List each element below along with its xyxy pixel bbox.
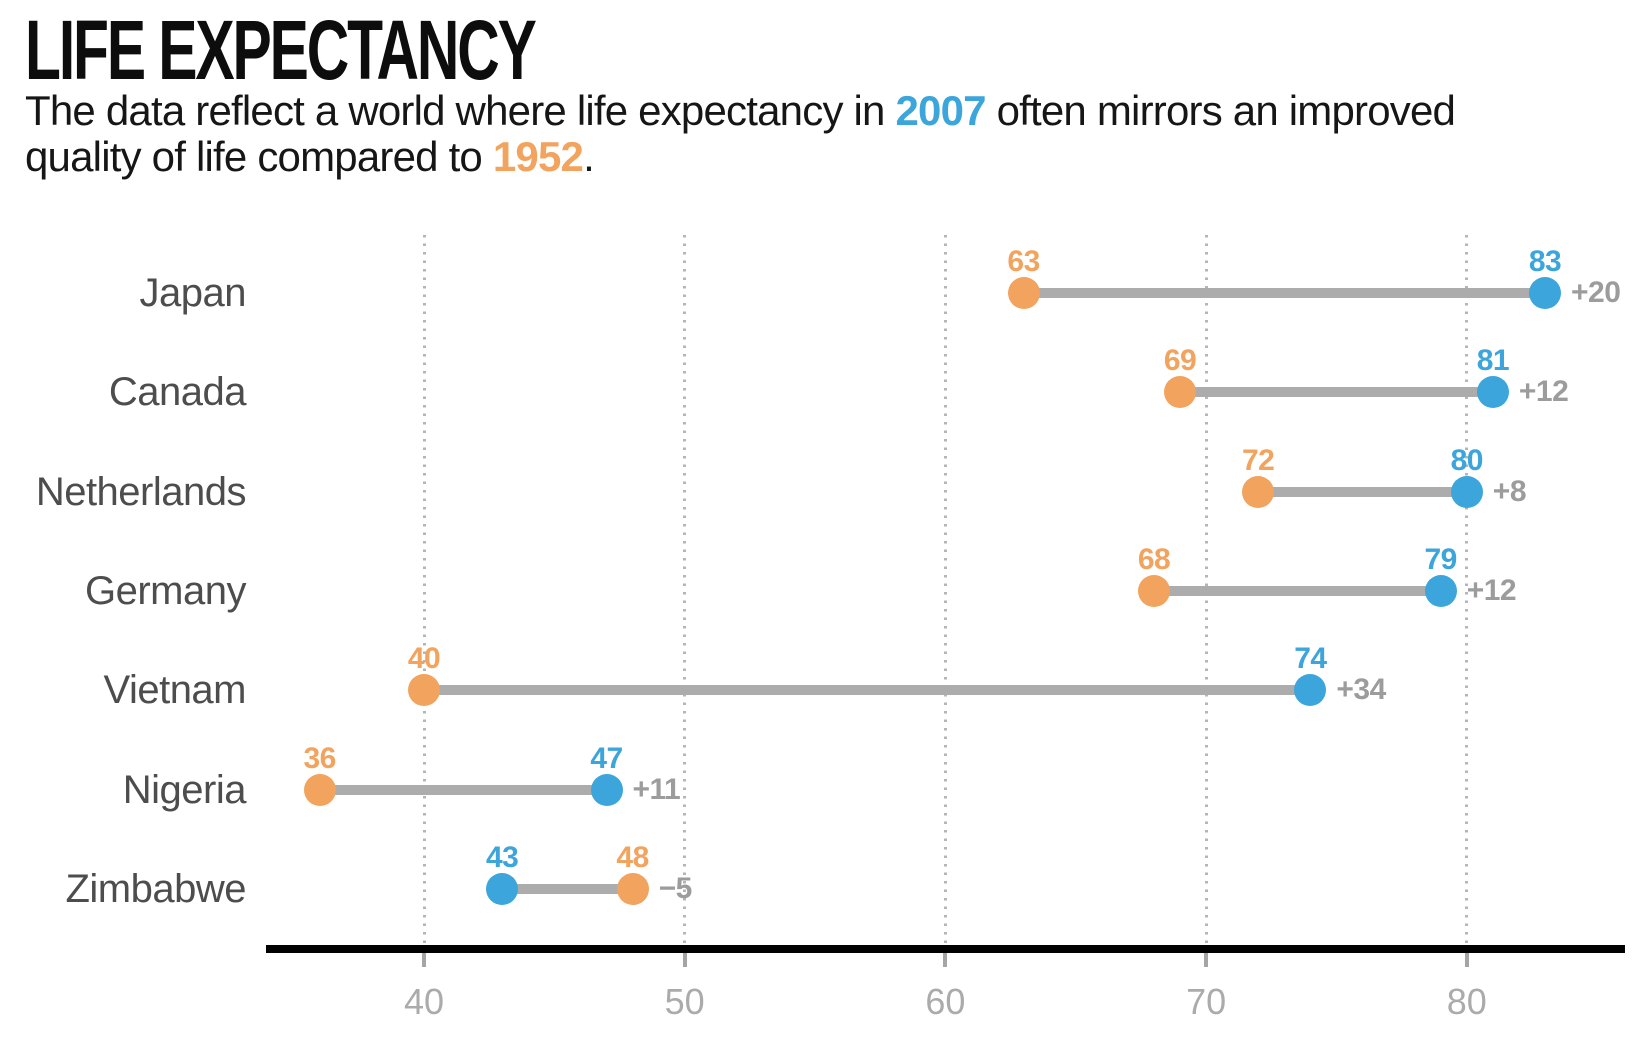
x-axis-line: [266, 945, 1625, 953]
subtitle-line-2: quality of life compared to 1952.: [25, 134, 1455, 180]
dot-1952: [1007, 277, 1040, 309]
value-label-1952: 40: [407, 642, 441, 676]
country-label: Germany: [85, 568, 247, 613]
connector-line: [1023, 288, 1545, 298]
delta-label: −5: [658, 871, 693, 905]
delta-label: +12: [1518, 375, 1569, 409]
dot-2007: [590, 773, 623, 806]
chart-subtitle: The data reflect a world where life expe…: [25, 87, 1456, 180]
connector-line: [1154, 585, 1441, 596]
x-axis-tick-label: 80: [1446, 981, 1487, 1022]
year-2007-highlight: 2007: [895, 87, 986, 134]
x-gridline: [422, 235, 426, 945]
x-gridline: [683, 235, 687, 945]
delta-label: +11: [632, 772, 681, 806]
value-label-2007: 43: [486, 840, 519, 874]
connector-line: [319, 784, 607, 795]
dot-1952: [408, 674, 440, 707]
subtitle-line-1: The data reflect a world where life expe…: [25, 87, 1456, 134]
connector-line: [1180, 387, 1493, 398]
connector-line: [1258, 486, 1467, 497]
value-label-2007: 74: [1294, 642, 1327, 676]
x-axis-tick-mark: [1204, 953, 1209, 967]
subtitle-text: .: [583, 133, 595, 180]
dot-1952: [1242, 475, 1275, 508]
value-label-1952: 72: [1242, 443, 1275, 477]
dot-2007: [1424, 574, 1457, 607]
subtitle-text: often mirrors an improved: [985, 87, 1456, 134]
dot-1952: [616, 872, 649, 905]
x-gridline: [943, 235, 947, 945]
delta-label: +20: [1571, 276, 1621, 309]
country-label: Zimbabwe: [65, 866, 246, 911]
value-label-2007: 83: [1528, 245, 1562, 278]
dot-1952: [1164, 376, 1196, 409]
dot-1952: [303, 773, 336, 806]
dot-2007: [1294, 674, 1327, 707]
value-label-1952: 68: [1137, 542, 1171, 576]
value-label-2007: 81: [1476, 344, 1510, 378]
country-label: Vietnam: [103, 668, 246, 713]
x-axis-tick-label: 60: [925, 981, 966, 1022]
country-label: Canada: [108, 370, 247, 415]
dot-2007: [1476, 376, 1509, 409]
value-label-1952: 63: [1007, 245, 1040, 278]
x-axis-tick-mark: [422, 953, 426, 967]
year-1952-highlight: 1952: [492, 133, 584, 180]
subtitle-text: quality of life compared to: [25, 133, 493, 180]
delta-label: +8: [1492, 474, 1527, 508]
country-label: Nigeria: [122, 767, 247, 812]
value-label-1952: 69: [1163, 344, 1197, 378]
x-axis-tick-label: 50: [664, 981, 705, 1022]
connector-line: [502, 883, 633, 894]
x-axis-tick-mark: [1464, 953, 1469, 967]
x-axis-tick-mark: [943, 953, 948, 967]
dot-2007: [486, 872, 519, 905]
dot-2007: [1450, 475, 1483, 508]
country-label: Japan: [139, 271, 247, 315]
page-title: LIFE EXPECTANCY: [25, 3, 537, 97]
value-label-2007: 80: [1450, 443, 1484, 477]
x-axis-tick-label: 40: [403, 981, 445, 1022]
delta-label: +12: [1466, 573, 1517, 607]
connector-line: [424, 685, 1311, 696]
country-label: Netherlands: [35, 469, 247, 514]
delta-label: +34: [1336, 673, 1386, 707]
x-gridline: [1465, 235, 1469, 945]
dot-2007: [1529, 277, 1561, 309]
dot-1952: [1138, 574, 1170, 607]
x-axis-tick-label: 70: [1186, 981, 1227, 1022]
value-label-1952: 36: [303, 741, 337, 775]
x-axis-tick-mark: [682, 953, 687, 967]
value-label-2007: 79: [1424, 542, 1458, 576]
subtitle-text: The data reflect a world where life expe…: [25, 87, 896, 134]
value-label-2007: 47: [590, 741, 623, 775]
value-label-1952: 48: [616, 840, 649, 874]
